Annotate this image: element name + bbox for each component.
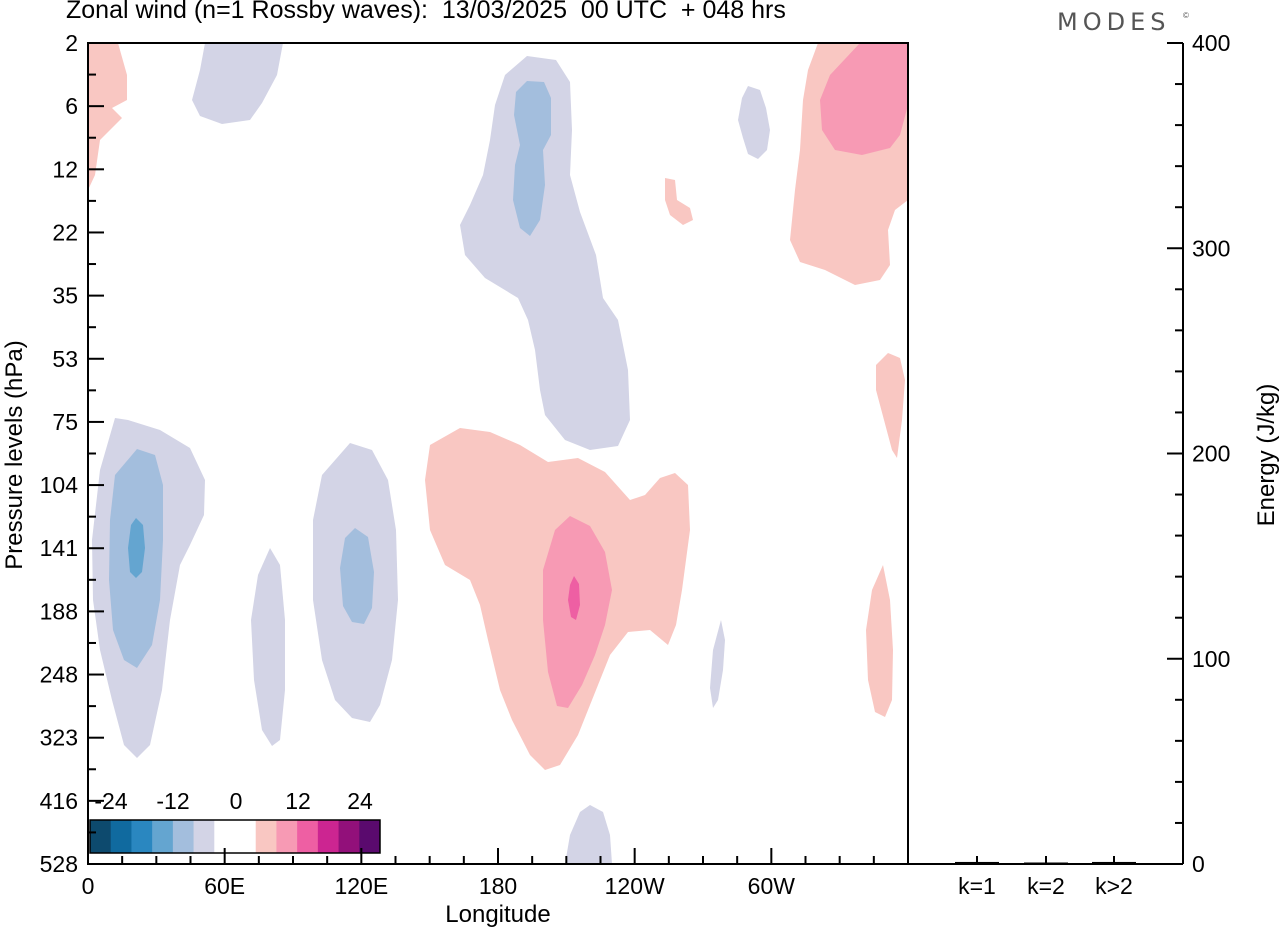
neg-core-120e bbox=[340, 528, 374, 624]
energy-bars: k=1 k=2 k>2 bbox=[955, 856, 1136, 899]
neg-region-west-upper bbox=[192, 43, 283, 124]
colorbar-swatch bbox=[297, 820, 319, 853]
colorbar-swatch bbox=[193, 820, 215, 853]
x-tick-label: 60E bbox=[204, 873, 245, 899]
x-tick-label: 120E bbox=[334, 873, 388, 899]
neg-region-east-sliver bbox=[710, 620, 725, 708]
energy-category-label: k=1 bbox=[958, 873, 996, 899]
x-tick-label: 60W bbox=[748, 873, 796, 899]
x-tick-label: 120W bbox=[605, 873, 665, 899]
neg-peak-west bbox=[128, 518, 145, 578]
colorbar-swatch bbox=[172, 820, 195, 853]
energy-tick-label: 0 bbox=[1192, 851, 1205, 877]
brand-copyright-mark: © bbox=[1183, 11, 1189, 20]
colorbar-swatch bbox=[214, 820, 236, 853]
energy-tick-label: 300 bbox=[1192, 235, 1230, 261]
energy-axis: 0 100 200 300 400 bbox=[1167, 30, 1230, 877]
energy-category-label: k=2 bbox=[1027, 873, 1065, 899]
pos-core-east-stratosphere bbox=[820, 43, 908, 155]
y-tick-label: 2 bbox=[65, 30, 78, 56]
y-tick-label: 528 bbox=[40, 851, 78, 877]
energy-tick-label: 200 bbox=[1192, 441, 1230, 467]
energy-axis-label: Energy (J/kg) bbox=[1253, 384, 1280, 527]
energy-tick-label: 400 bbox=[1192, 30, 1230, 56]
pos-region-east-mid bbox=[876, 353, 905, 458]
x-axis-label: Longitude bbox=[445, 901, 550, 928]
colorbar-swatch bbox=[317, 820, 340, 853]
colorbar-label: 0 bbox=[230, 788, 243, 814]
colorbar-label: -12 bbox=[156, 788, 189, 814]
y-tick-label: 22 bbox=[52, 219, 78, 245]
colorbar-swatch bbox=[255, 820, 277, 853]
colorbar-swatch bbox=[152, 820, 174, 853]
neg-region-75e bbox=[251, 548, 285, 746]
x-tick-label: 180 bbox=[479, 873, 517, 899]
colorbar-swatch bbox=[110, 820, 132, 853]
y-tick-label: 6 bbox=[65, 93, 78, 119]
pos-region-east-lower bbox=[866, 565, 893, 717]
pos-region-west-top bbox=[88, 43, 127, 190]
colorbar-swatch bbox=[235, 820, 257, 853]
y-tick-label: 416 bbox=[40, 788, 78, 814]
colorbar-swatch bbox=[276, 820, 298, 853]
y-tick-label: 104 bbox=[40, 472, 79, 498]
chart-title: Zonal wind (n=1 Rossby waves): 13/03/202… bbox=[66, 0, 786, 24]
y-tick-label: 323 bbox=[40, 725, 78, 751]
x-tick-label: 0 bbox=[82, 873, 95, 899]
energy-category-label: k>2 bbox=[1095, 873, 1133, 899]
colorbar-label: 24 bbox=[347, 788, 373, 814]
x-axis: 0 60E 120E 180 120W 60W bbox=[82, 848, 909, 899]
colorbar-label: 12 bbox=[285, 788, 311, 814]
colorbar-swatch bbox=[131, 820, 153, 853]
pos-peak-date-line bbox=[568, 576, 580, 620]
y-tick-label: 141 bbox=[40, 535, 78, 561]
neg-region-east-upper bbox=[738, 86, 770, 159]
colorbar: -24 -12 0 12 24 bbox=[89, 788, 381, 854]
colorbar-swatch bbox=[90, 820, 112, 853]
y-tick-label: 53 bbox=[52, 346, 78, 372]
y-tick-label: 12 bbox=[52, 156, 78, 182]
neg-region-surface bbox=[565, 805, 612, 864]
wind-contour-field bbox=[88, 43, 908, 864]
pos-region-blob bbox=[665, 178, 693, 225]
colorbar-swatch bbox=[338, 820, 360, 853]
y-axis-label: Pressure levels (hPa) bbox=[1, 340, 28, 569]
y-tick-label: 75 bbox=[52, 409, 78, 435]
neg-core-stratosphere bbox=[513, 81, 551, 236]
colorbar-frame bbox=[89, 819, 381, 854]
brand-logo: MODES bbox=[1057, 8, 1171, 36]
y-tick-label: 248 bbox=[40, 662, 78, 688]
neg-region-stratosphere-180 bbox=[460, 56, 630, 450]
y-axis: 2 6 12 22 35 53 75 104 141 188 248 323 416 528 bbox=[40, 30, 104, 877]
y-tick-label: 188 bbox=[40, 598, 78, 624]
energy-tick-label: 100 bbox=[1192, 646, 1230, 672]
y-tick-label: 35 bbox=[52, 283, 78, 309]
colorbar-swatch bbox=[359, 820, 381, 853]
